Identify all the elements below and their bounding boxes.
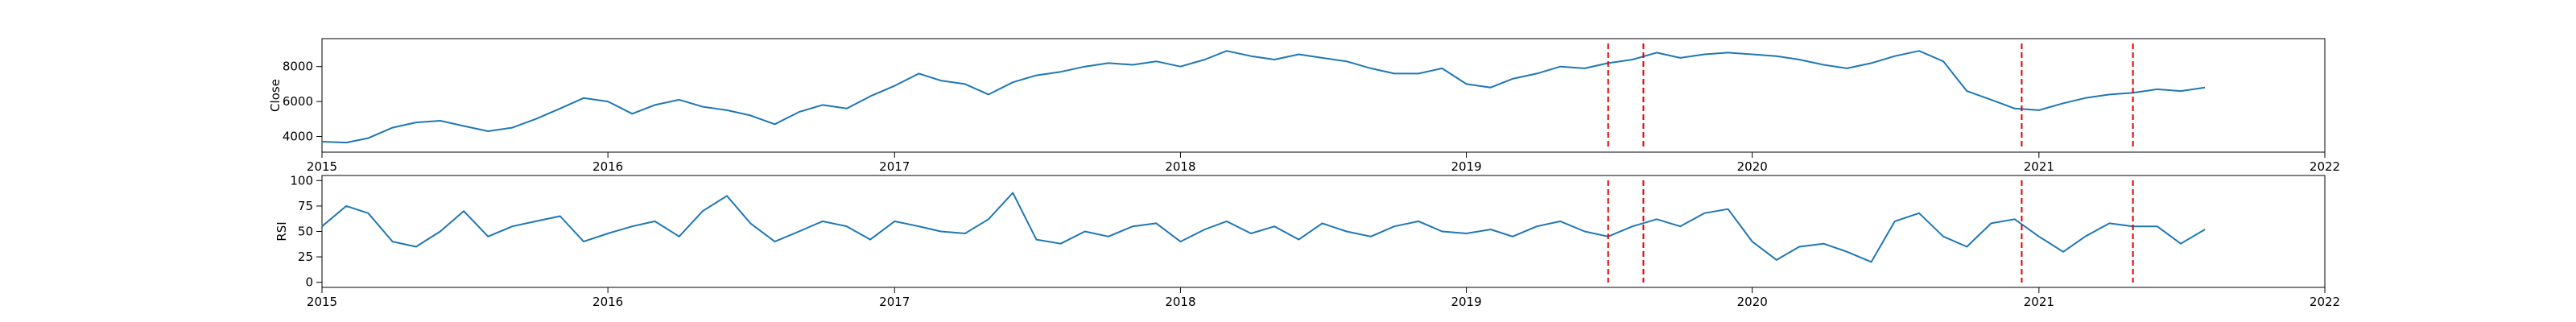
x-tick-label: 2020 (1737, 295, 1768, 309)
rsi-plot-frame (321, 175, 2326, 288)
x-tick-label: 2022 (2310, 295, 2340, 309)
close-plot-frame (321, 38, 2326, 153)
x-tick-label: 2018 (1165, 295, 1195, 309)
y-tick-label: 6000 (283, 94, 313, 109)
x-tick-label: 2021 (2024, 295, 2054, 309)
x-tick-label: 2021 (2024, 159, 2054, 174)
close-y-axis-label: Close (268, 79, 283, 112)
x-tick-label: 2019 (1451, 159, 1481, 174)
rsi-x-ticks: 2015 2016 2017 2018 2019 2020 2021 2022 (307, 287, 2340, 309)
close-event-lines (1607, 43, 2134, 147)
y-tick-label: 100 (290, 173, 313, 188)
y-tick-label: 0 (305, 275, 313, 290)
rsi-y-ticks: 0 25 50 75 100 (290, 173, 322, 290)
x-tick-label: 2020 (1737, 159, 1768, 174)
x-tick-label: 2022 (2310, 159, 2340, 174)
x-tick-label: 2017 (879, 159, 910, 174)
x-tick-label: 2017 (879, 295, 910, 309)
x-tick-label: 2015 (307, 159, 337, 174)
x-tick-label: 2016 (592, 295, 623, 309)
close-price-panel: 4000 6000 8000 2015 2016 2017 2018 2019 2020 202… (268, 38, 2340, 174)
y-tick-label: 8000 (283, 60, 313, 74)
rsi-y-axis-label: RSI (275, 221, 289, 241)
rsi-line (321, 192, 2206, 263)
close-y-ticks: 4000 6000 8000 (283, 60, 322, 143)
y-tick-label: 4000 (283, 129, 313, 143)
rsi-event-lines (1607, 180, 2134, 283)
y-tick-label: 75 (298, 199, 313, 213)
x-tick-label: 2019 (1451, 295, 1481, 309)
x-tick-label: 2015 (307, 295, 337, 309)
close-x-ticks: 2015 2016 2017 2018 2019 2020 2021 2022 (307, 152, 2340, 174)
y-tick-label: 25 (298, 250, 313, 264)
close-price-line (321, 50, 2206, 144)
x-tick-label: 2016 (592, 159, 623, 174)
y-tick-label: 50 (298, 225, 313, 239)
x-tick-label: 2018 (1165, 159, 1195, 174)
